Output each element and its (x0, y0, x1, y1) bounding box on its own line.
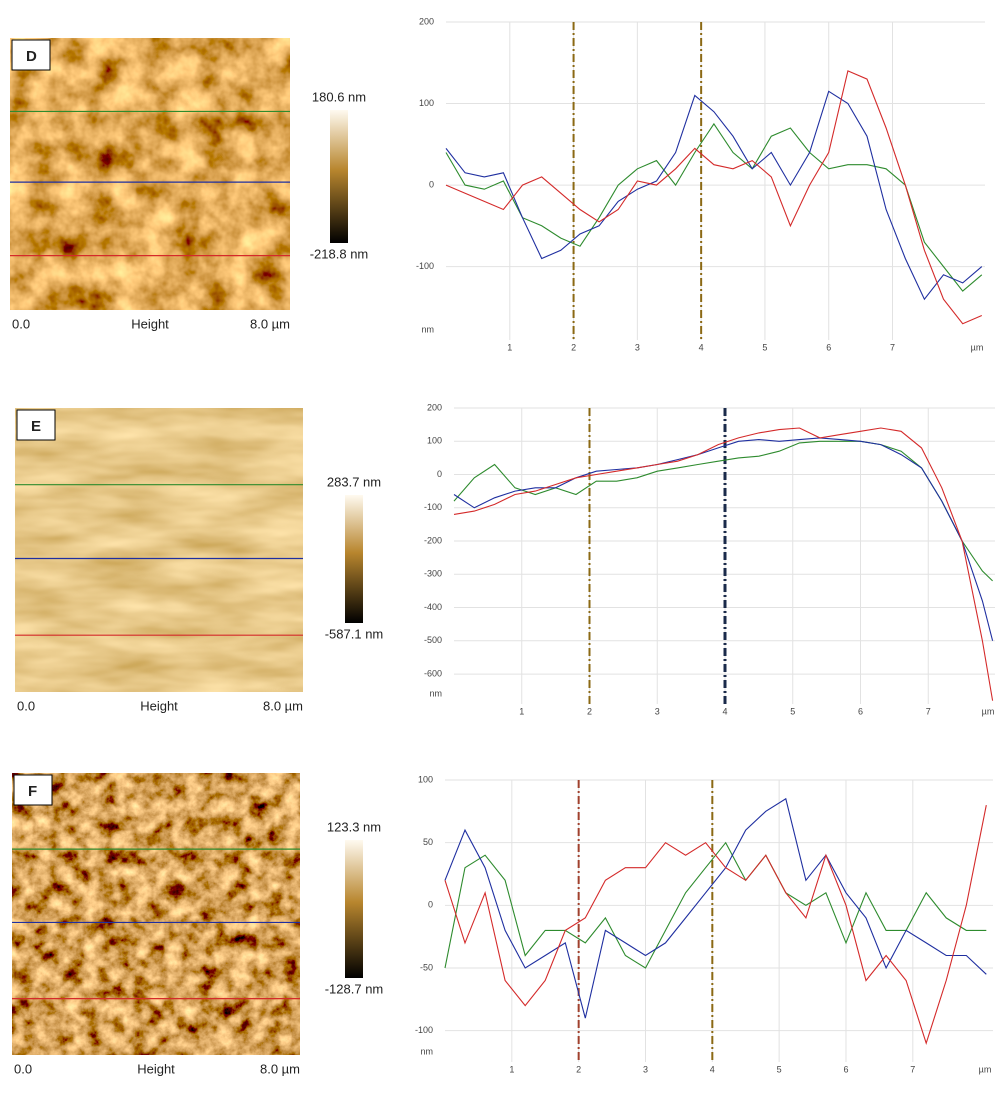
y-tick-label: -500 (424, 635, 442, 645)
x-tick-label: 1 (509, 1064, 514, 1074)
y-tick-label: 200 (419, 16, 434, 26)
colorbar-max: 283.7 nm (327, 474, 381, 489)
colorbar-min: -128.7 nm (325, 981, 384, 996)
y-tick-label: -100 (415, 1025, 433, 1035)
x-tick-label: 1 (507, 342, 512, 352)
y-tick-label: 100 (418, 774, 433, 784)
x-tick-label: 2 (571, 342, 576, 352)
y-tick-label: 100 (419, 98, 434, 108)
image-right: 8.0 µm (263, 698, 303, 713)
x-tick-label: 7 (910, 1064, 915, 1074)
y-tick-label: -400 (424, 602, 442, 612)
image-left: 0.0 (17, 698, 35, 713)
colorbar-min: -587.1 nm (325, 626, 384, 641)
profile-line (453, 437, 994, 641)
y-tick-label: 0 (428, 900, 433, 910)
x-tick-label: 7 (926, 706, 931, 716)
image-right: 8.0 µm (260, 1061, 300, 1076)
x-tick-label: 3 (655, 706, 660, 716)
y-unit: nm (420, 1046, 433, 1056)
profile-line (445, 90, 983, 301)
y-tick-label: -100 (424, 502, 442, 512)
colorbar-min: -218.8 nm (310, 246, 369, 261)
y-tick-label: -100 (416, 261, 434, 271)
panel-label-box (13, 774, 53, 806)
x-tick-label: 4 (722, 706, 727, 716)
y-tick-label: -200 (424, 535, 442, 545)
y-tick-label: 0 (429, 179, 434, 189)
x-tick-label: 5 (777, 1064, 782, 1074)
x-tick-label: 2 (587, 706, 592, 716)
colorbar-max: 123.3 nm (327, 819, 381, 834)
y-tick-label: 50 (423, 837, 433, 847)
x-tick-label: 4 (710, 1064, 715, 1074)
profile-line (453, 427, 994, 701)
image-left: 0.0 (12, 316, 30, 331)
colorbar (330, 110, 348, 243)
y-tick-label: -50 (420, 962, 433, 972)
afm-image (15, 408, 303, 692)
image-left: 0.0 (14, 1061, 32, 1076)
image-caption: Height (140, 698, 178, 713)
profile-line (445, 122, 983, 292)
x-tick-label: 3 (635, 342, 640, 352)
image-caption: Height (137, 1061, 175, 1076)
profile-line (444, 804, 987, 1046)
x-tick-label: 2 (576, 1064, 581, 1074)
y-tick-label: -300 (424, 569, 442, 579)
x-tick-label: 7 (890, 342, 895, 352)
colorbar (345, 840, 363, 978)
x-tick-label: 6 (858, 706, 863, 716)
x-tick-label: 5 (790, 706, 795, 716)
x-tick-label: 1 (519, 706, 524, 716)
x-tick-label: 4 (699, 342, 704, 352)
x-unit: µm (971, 342, 984, 352)
profile-line (444, 797, 987, 1019)
y-tick-label: 200 (427, 402, 442, 412)
x-tick-label: 6 (826, 342, 831, 352)
x-unit: µm (979, 1064, 992, 1074)
profile-line (453, 440, 993, 582)
y-tick-label: 100 (427, 436, 442, 446)
x-tick-label: 6 (843, 1064, 848, 1074)
y-unit: nm (421, 324, 434, 334)
panel-label-box (16, 409, 56, 441)
colorbar (345, 495, 363, 623)
y-unit: nm (429, 688, 442, 698)
panel-label: D (26, 48, 37, 65)
image-right: 8.0 µm (250, 316, 290, 331)
x-tick-label: 5 (762, 342, 767, 352)
y-tick-label: -600 (424, 668, 442, 678)
afm-image (12, 773, 300, 1055)
image-caption: Height (131, 316, 169, 331)
profile-line (445, 70, 983, 325)
colorbar-max: 180.6 nm (312, 89, 366, 104)
panel-label: F (28, 783, 37, 800)
y-tick-label: 0 (437, 469, 442, 479)
panel-label: E (31, 418, 41, 435)
afm-image (10, 38, 290, 310)
x-unit: µm (982, 706, 995, 716)
panel-label-box (11, 39, 51, 71)
x-tick-label: 3 (643, 1064, 648, 1074)
